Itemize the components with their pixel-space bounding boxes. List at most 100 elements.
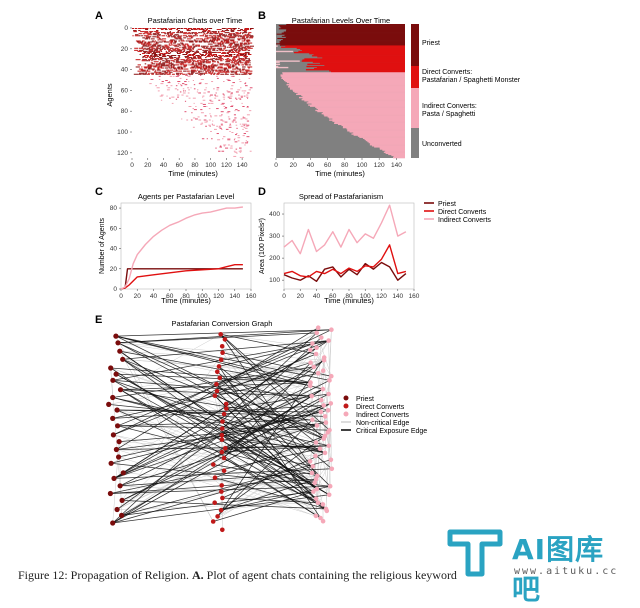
chat-mark xyxy=(180,35,181,36)
chat-mark xyxy=(238,47,240,48)
chat-mark xyxy=(213,35,217,36)
chat-mark xyxy=(176,85,178,86)
chat-mark xyxy=(193,98,196,99)
chat-mark xyxy=(193,56,196,57)
chat-mark xyxy=(248,59,250,60)
indirect-node xyxy=(326,408,331,413)
chat-mark xyxy=(225,63,230,64)
chat-mark xyxy=(214,33,218,34)
chat-mark xyxy=(238,36,240,37)
chat-mark xyxy=(244,39,246,40)
chat-mark xyxy=(221,40,223,41)
chat-mark xyxy=(208,59,213,60)
indirect-node xyxy=(327,493,332,498)
chat-mark xyxy=(234,54,236,55)
chat-mark xyxy=(151,38,155,39)
chat-mark xyxy=(136,40,141,41)
chat-mark xyxy=(234,63,239,64)
chat-mark xyxy=(235,51,237,52)
chat-mark xyxy=(172,74,175,75)
chat-mark xyxy=(204,122,207,123)
chat-mark xyxy=(222,103,225,104)
indirect-node xyxy=(324,420,329,425)
chat-mark xyxy=(169,45,172,46)
chat-mark xyxy=(240,72,242,73)
chat-mark xyxy=(223,94,225,95)
chat-mark xyxy=(238,53,242,54)
chat-mark xyxy=(230,94,233,95)
chat-mark xyxy=(234,117,236,118)
chat-mark xyxy=(228,40,229,41)
direct-node xyxy=(215,389,220,394)
chat-mark xyxy=(205,115,207,116)
direct-node xyxy=(222,456,227,461)
chat-mark xyxy=(198,46,200,47)
chat-mark xyxy=(239,55,243,56)
chat-mark xyxy=(231,62,236,63)
chat-mark xyxy=(231,132,233,133)
chat-mark xyxy=(217,62,219,63)
chat-mark xyxy=(184,48,186,49)
chat-mark xyxy=(230,148,233,149)
direct-node xyxy=(220,528,225,533)
chat-mark xyxy=(204,33,206,34)
chat-mark xyxy=(183,69,188,70)
chat-mark xyxy=(156,85,157,86)
chat-mark xyxy=(207,37,212,38)
chat-mark xyxy=(234,114,236,115)
chat-mark xyxy=(228,66,232,67)
chat-mark xyxy=(140,54,141,55)
chat-mark xyxy=(239,148,242,149)
chat-mark xyxy=(212,56,213,57)
chat-mark xyxy=(196,66,201,67)
chat-mark xyxy=(240,124,241,125)
priest-node xyxy=(106,402,111,407)
chat-mark xyxy=(164,72,168,73)
chat-mark xyxy=(233,35,238,36)
chat-mark xyxy=(165,42,169,43)
chat-mark xyxy=(164,45,167,46)
chat-mark xyxy=(239,57,240,58)
priest-node xyxy=(110,416,115,421)
chat-mark xyxy=(202,39,205,40)
chat-mark xyxy=(151,48,155,49)
chat-mark xyxy=(238,39,240,40)
direct-node xyxy=(222,468,227,473)
chat-mark xyxy=(157,68,159,69)
chat-mark xyxy=(189,36,194,37)
chat-mark xyxy=(212,61,216,62)
chat-mark xyxy=(170,48,174,49)
chat-mark xyxy=(220,48,222,49)
chat-mark xyxy=(170,52,171,53)
chat-mark xyxy=(247,66,252,67)
chat-mark xyxy=(184,28,188,29)
chat-mark xyxy=(228,59,231,60)
chat-mark xyxy=(220,37,223,38)
chat-mark xyxy=(141,35,143,36)
chat-mark xyxy=(236,99,238,100)
chat-mark xyxy=(228,28,232,29)
chat-mark xyxy=(200,65,201,66)
chat-mark xyxy=(187,87,189,88)
chat-mark xyxy=(188,81,189,82)
chat-mark xyxy=(220,74,224,75)
chat-mark xyxy=(188,76,191,77)
chat-mark xyxy=(146,60,148,61)
chat-mark xyxy=(216,58,217,59)
chat-mark xyxy=(207,28,209,29)
chat-mark xyxy=(221,125,223,126)
chat-mark xyxy=(238,50,241,51)
chat-mark xyxy=(206,56,211,57)
chat-mark xyxy=(247,121,249,122)
chat-mark xyxy=(244,63,247,64)
indirect-node xyxy=(321,436,326,441)
chat-mark xyxy=(236,55,239,56)
chat-mark xyxy=(195,55,199,56)
direct-node xyxy=(220,426,225,431)
chat-mark xyxy=(200,82,202,83)
chat-mark xyxy=(161,32,162,33)
chat-mark xyxy=(136,59,141,60)
chat-mark xyxy=(181,39,182,40)
chat-mark xyxy=(182,54,187,55)
chat-mark xyxy=(213,54,217,55)
